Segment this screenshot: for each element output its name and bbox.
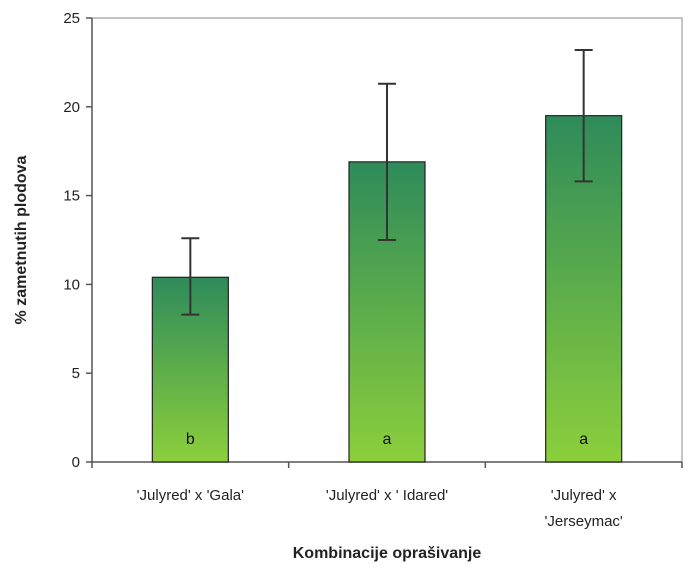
x-axis-title: Kombinacije oprašivanje — [293, 545, 482, 562]
y-tick-label: 5 — [72, 365, 80, 382]
bar-significance-label: a — [579, 431, 588, 448]
y-axis: 0 5 10 15 20 25 — [63, 10, 93, 471]
error-bars — [181, 48, 593, 316]
x-axis — [91, 461, 683, 468]
y-tick-label: 0 — [72, 454, 80, 471]
y-tick-label: 15 — [63, 188, 80, 205]
y-tick-label: 25 — [63, 10, 80, 27]
error-bar — [181, 237, 200, 316]
y-axis-title: % zametnutih plodova — [13, 155, 30, 324]
x-tick-label: 'Julyred' x — [551, 487, 617, 504]
x-tick-label: 'Jerseymac' — [545, 513, 623, 530]
error-bar — [378, 82, 396, 241]
y-tick-label: 10 — [63, 276, 80, 293]
x-tick-label: 'Julyred' x 'Gala' — [137, 487, 244, 504]
category-labels: 'Julyred' x 'Gala' 'Julyred' x ' Idared' '… — [137, 487, 623, 530]
y-tick-label: 20 — [63, 99, 80, 116]
bar-significance-label: b — [186, 431, 195, 448]
error-bar — [574, 48, 593, 183]
bar-significance-label: a — [383, 431, 392, 448]
x-tick-label: 'Julyred' x ' Idared' — [326, 487, 448, 504]
